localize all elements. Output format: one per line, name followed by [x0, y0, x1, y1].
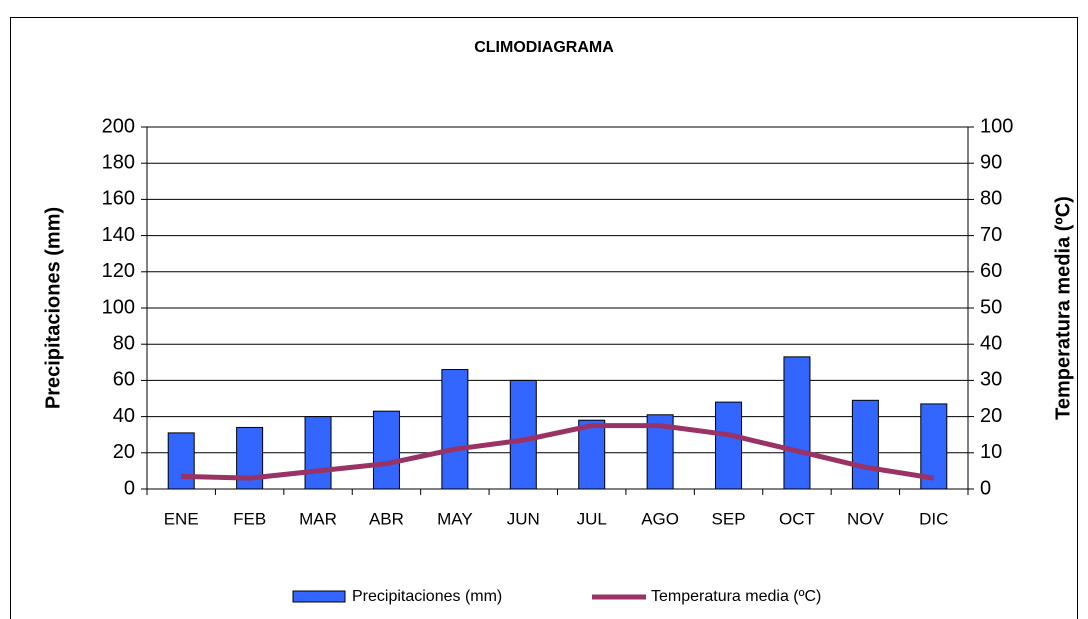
chart-frame — [10, 17, 1078, 619]
y2-tick-label: 20 — [980, 405, 1002, 427]
x-tick-label: AGO — [641, 509, 679, 528]
y-tick-label: 100 — [102, 296, 135, 318]
y-tick-label: 60 — [113, 369, 135, 391]
y2-tick-label: 80 — [980, 188, 1002, 210]
bar — [509, 379, 537, 490]
y-tick-label: 40 — [113, 405, 135, 427]
y-tick-label: 200 — [102, 115, 135, 137]
y2-tick-label: 10 — [980, 441, 1002, 463]
bar — [783, 356, 811, 490]
legend-label: Precipitaciones (mm) — [352, 588, 502, 605]
bar — [372, 410, 400, 490]
y2-tick-label: 50 — [980, 296, 1002, 318]
line — [181, 423, 935, 481]
x-tick-label: OCT — [779, 509, 815, 528]
x-tick-label: ABR — [369, 509, 404, 528]
bar — [578, 419, 606, 490]
y-tick-label: 0 — [124, 477, 135, 499]
y2-axis-title: Temperatura media (ºC) — [1052, 196, 1074, 420]
y-tick-label: 80 — [113, 332, 135, 354]
x-tick-label: SEP — [712, 509, 746, 528]
y2-tick-label: 40 — [980, 332, 1002, 354]
legend-label: Temperatura media (ºC) — [651, 588, 821, 605]
x-tick-label: JUL — [577, 509, 607, 528]
y2-tick-label: 70 — [980, 224, 1002, 246]
x-tick-label: ENE — [164, 509, 199, 528]
x-tick-label: DIC — [919, 509, 948, 528]
y-axis-title: Precipitaciones (mm) — [42, 207, 64, 409]
y2-tick-label: 100 — [980, 115, 1013, 137]
y2-tick-label: 90 — [980, 151, 1002, 173]
y-tick-label: 180 — [102, 151, 135, 173]
bar — [304, 416, 332, 490]
bar — [851, 399, 879, 490]
y-tick-label: 20 — [113, 441, 135, 463]
y-tick-label: 160 — [102, 188, 135, 210]
x-tick-label: MAY — [437, 509, 473, 528]
y2-tick-label: 0 — [980, 477, 991, 499]
bar — [715, 401, 743, 490]
y-tick-label: 140 — [102, 224, 135, 246]
legend-swatch — [292, 590, 346, 603]
x-tick-label: FEB — [233, 509, 266, 528]
chart-title: CLIMODIAGRAMA — [474, 39, 614, 56]
y2-tick-label: 30 — [980, 369, 1002, 391]
y2-tick-label: 60 — [980, 260, 1002, 282]
bar — [441, 369, 469, 490]
x-tick-label: MAR — [299, 509, 337, 528]
bar — [167, 432, 195, 490]
x-tick-label: NOV — [847, 509, 885, 528]
y-tick-label: 120 — [102, 260, 135, 282]
x-tick-label: JUN — [507, 509, 540, 528]
